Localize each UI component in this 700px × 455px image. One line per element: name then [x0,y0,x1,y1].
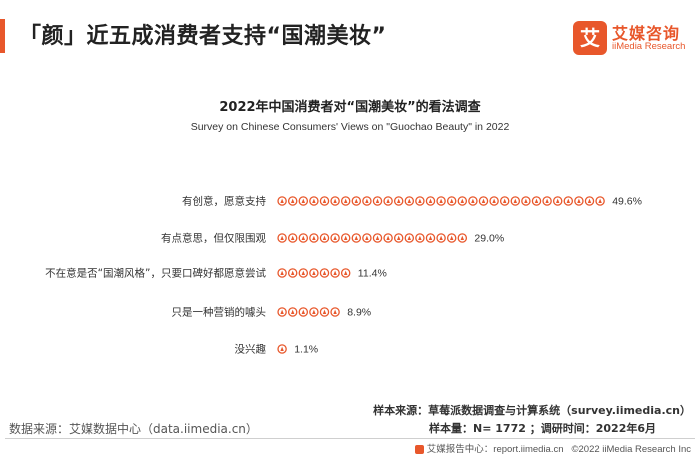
pictogram-icon-glyph [280,198,284,203]
footer-sample-source: 样本来源：草莓派数据调查与计算系统（survey.iimedia.cn） [373,404,691,417]
pictogram-icon-glyph [322,198,327,203]
chart-subtitle: Survey on Chinese Consumers' Views on "G… [190,121,510,133]
pictogram-icon-glyph [322,270,327,275]
pictogram-icon-glyph [587,198,592,203]
pictogram-icon-glyph [291,198,295,203]
report-center-icon [414,444,424,454]
pictogram-icon-glyph [301,270,305,275]
pictogram-icon-glyph [344,235,348,240]
pictogram-icon-glyph [524,198,528,203]
pictogram-icon-glyph [365,198,369,203]
pictogram-icon-glyph [439,198,443,203]
pictogram-icon-glyph [577,198,581,203]
pictogram-icon-glyph [280,346,284,351]
footer-sample-size: 样本量：N= 1772 ；调研时间：2022年6月 [429,422,656,435]
chart-title: 2022年中国消费者对“国潮美妆”的看法调查 [219,100,481,115]
pictogram-icon-glyph [312,309,316,314]
pictogram-icon-glyph [333,270,337,275]
pictogram-icon-glyph [291,309,295,314]
pictogram-icon-glyph [481,198,486,203]
pictogram-icon-glyph [322,235,327,240]
pictogram-icon-glyph [407,235,411,240]
category-label: 不在意是否“国潮风格”，只要口碑好都愿意尝试 [45,267,266,280]
footer-data-source: 数据来源：艾媒数据中心（data.iimedia.cn） [9,422,258,436]
bar-mark [277,196,605,206]
pictogram-icon-glyph [344,270,348,275]
pictogram-icon-glyph [428,235,433,240]
pictogram-icon-glyph [566,198,570,203]
pictogram-icon-glyph [471,198,475,203]
pictogram-icon-glyph [460,198,464,203]
pictogram-icon-glyph [354,198,358,203]
pictogram-icon-glyph [534,198,539,203]
pictogram-icon-glyph [344,198,348,203]
pictogram-icon-glyph [386,235,390,240]
pictogram-icon-glyph [556,198,560,203]
pictogram-icon-glyph [598,198,602,203]
pictogram-icon-glyph [439,235,443,240]
data-label: 8.9% [347,307,371,319]
pictogram-icon-glyph [492,198,496,203]
bar-mark [277,307,340,317]
pictogram-icon-glyph [301,309,305,314]
pictogram-icon-glyph [460,235,464,240]
pictogram-icon-glyph [503,198,507,203]
page-title: 「颜」近五成消费者支持“国潮美妆” [19,24,387,49]
pictogram-bar-chart: 有创意，愿意支持 49.6% 有点意思，但仅限围观 29.0% 不在意是否“国潮风格”，… [45,195,642,356]
logo-name-en: iiMedia Research [612,41,686,52]
pictogram-icon-glyph [407,198,411,203]
data-label: 29.0% [474,233,504,245]
pictogram-icon-glyph [333,198,337,203]
pictogram-icon-glyph [322,309,327,314]
pictogram-icon-glyph [375,198,380,203]
pictogram-icon-glyph [280,270,284,275]
category-label: 有创意，愿意支持 [182,195,266,208]
pictogram-icon-glyph [418,235,422,240]
title-accent-bar [0,19,5,53]
brand-logo: 艾 艾媒咨询 iiMedia Research [573,21,688,55]
category-label: 没兴趣 [235,343,267,356]
pictogram-icon-glyph [291,235,295,240]
pictogram-icon-glyph [333,235,337,240]
pictogram-icon-glyph [418,198,422,203]
pictogram-icon-glyph [312,198,316,203]
pictogram-icon-glyph [545,198,549,203]
data-label: 11.4% [358,268,387,280]
logo-name-cn: 艾媒咨询 [612,24,681,43]
footer-divider [5,438,695,439]
pictogram-icon-glyph [280,235,284,240]
pictogram-icon-glyph [312,270,316,275]
bar-mark [277,233,468,243]
pictogram-icon-glyph [354,235,358,240]
pictogram-icon-glyph [301,235,305,240]
data-label: 1.1% [294,344,318,356]
footer-bottom: 艾媒报告中心：report.iimedia.cn ©2022 iiMedia Re… [414,441,691,455]
pictogram-icon-glyph [386,198,390,203]
bar-mark [277,344,287,354]
pictogram-icon-glyph [375,235,380,240]
category-label: 有点意思，但仅限围观 [161,232,266,245]
pictogram-icon-glyph [291,270,295,275]
category-label: 只是一种营销的噱头 [172,306,267,319]
pictogram-icon-glyph [333,309,337,314]
pictogram-icon-glyph [365,235,369,240]
bar-mark [277,268,351,278]
pictogram-icon-glyph [450,235,454,240]
footer-report-site: 艾媒报告中心：report.iimedia.cn [426,444,564,455]
logo-mark-icon: 艾 [573,21,607,55]
pictogram-icon-glyph [280,309,284,314]
pictogram-icon-glyph [513,198,517,203]
footer-copyright: ©2022 iiMedia Research Inc [571,444,691,455]
pictogram-icon-glyph [450,198,454,203]
pictogram-icon-glyph [301,198,305,203]
pictogram-icon-glyph [397,198,401,203]
data-label: 49.6% [612,196,642,208]
pictogram-icon-glyph [428,198,433,203]
pictogram-icon-glyph [397,235,401,240]
pictogram-icon-glyph [312,235,316,240]
